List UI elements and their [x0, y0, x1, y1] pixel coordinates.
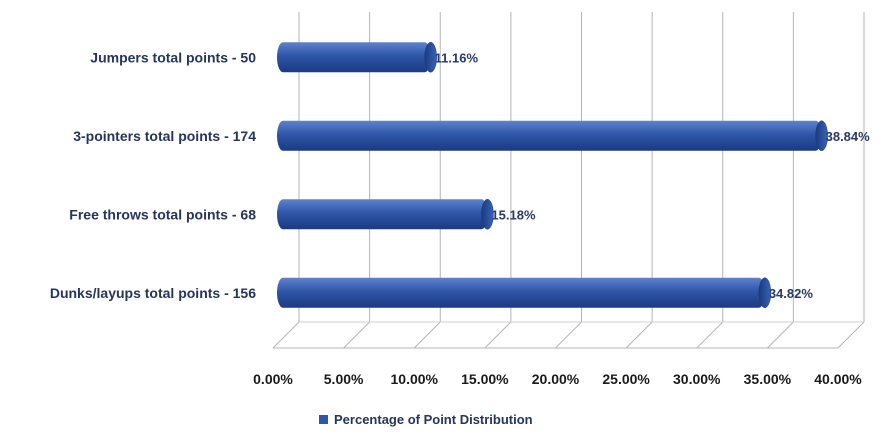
- floor-gridline: [696, 321, 724, 349]
- x-tick-label: 40.00%: [814, 371, 862, 387]
- x-tick-label: 35.00%: [744, 371, 792, 387]
- bar: [277, 42, 431, 73]
- legend-label: Percentage of Point Distribution: [334, 412, 533, 427]
- x-tick-label: 15.00%: [461, 371, 509, 387]
- floor-gridline: [484, 321, 512, 349]
- category-label: 3-pointers total points - 174: [73, 128, 256, 144]
- labels: 0.00% 5.00% 10.00% 15.00% 20.00% 25.00% 30.00%…: [50, 49, 870, 387]
- data-label: 15.18%: [491, 207, 536, 222]
- bar-end-cap: [815, 120, 828, 151]
- legend: Percentage of Point Distribution: [319, 412, 533, 427]
- legend-swatch: [319, 415, 328, 424]
- data-label: 34.82%: [769, 286, 814, 301]
- x-tick-label: 30.00%: [673, 371, 721, 387]
- bars: [277, 42, 828, 308]
- x-tick-label: 10.00%: [391, 371, 439, 387]
- gridlines: [272, 12, 865, 349]
- floor-gridline: [272, 321, 300, 349]
- data-label: 11.16%: [435, 50, 479, 65]
- bar: [277, 199, 488, 230]
- bar: [277, 277, 765, 308]
- floor-gridline: [555, 321, 582, 349]
- category-label: Dunks/layups total points - 156: [50, 285, 256, 301]
- floor-gridline: [767, 321, 794, 349]
- data-label: 38.84%: [826, 129, 871, 144]
- category-label: Free throws total points - 68: [69, 206, 256, 222]
- floor-gridline: [343, 321, 370, 349]
- x-tick-label: 0.00%: [253, 371, 293, 387]
- bar-end-cap: [481, 199, 494, 230]
- bar-end-cap: [424, 42, 437, 73]
- floor-gridline: [413, 321, 441, 349]
- floor-gridline: [625, 321, 653, 349]
- x-tick-label: 5.00%: [324, 371, 364, 387]
- floor-gridline: [837, 321, 865, 349]
- category-label: Jumpers total points - 50: [90, 49, 256, 65]
- x-tick-label: 20.00%: [532, 371, 580, 387]
- x-tick-label: 25.00%: [602, 371, 650, 387]
- bar-end-cap: [758, 277, 772, 308]
- bar: [277, 120, 822, 151]
